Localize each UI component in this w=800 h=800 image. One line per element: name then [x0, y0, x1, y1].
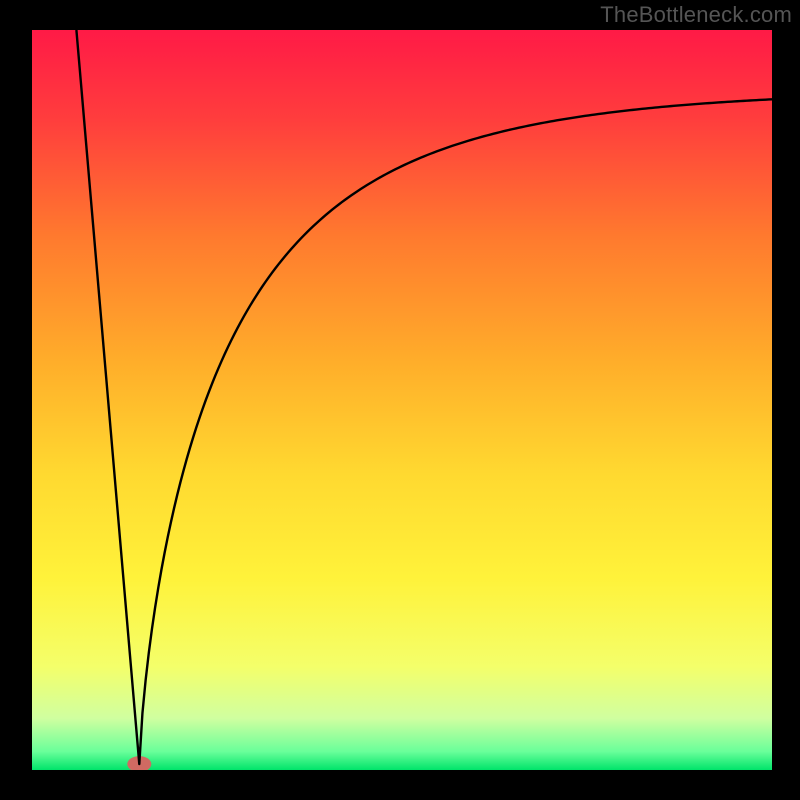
bottleneck-chart	[32, 30, 772, 770]
watermark-text: TheBottleneck.com	[600, 2, 792, 28]
gradient-background	[32, 30, 772, 770]
